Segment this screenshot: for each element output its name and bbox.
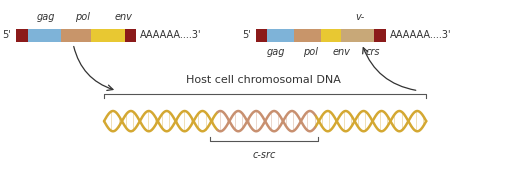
Text: Host cell chromosomal DNA: Host cell chromosomal DNA — [186, 75, 342, 85]
Bar — [267, 29, 294, 42]
Text: pol: pol — [75, 12, 90, 22]
Bar — [340, 29, 374, 42]
Text: c-src: c-src — [252, 150, 276, 160]
Text: AAAAAA....3': AAAAAA....3' — [140, 30, 202, 40]
Text: crs: crs — [366, 47, 380, 57]
Bar — [124, 29, 136, 42]
Bar — [91, 29, 124, 42]
Text: 5': 5' — [242, 30, 251, 40]
Bar — [61, 29, 91, 42]
Bar — [374, 29, 385, 42]
Bar — [256, 29, 267, 42]
Text: v-: v- — [355, 12, 365, 22]
Bar — [16, 29, 28, 42]
Text: gag: gag — [37, 12, 55, 22]
Bar — [321, 29, 340, 42]
Bar — [28, 29, 61, 42]
Text: env: env — [115, 12, 132, 22]
Text: gag: gag — [267, 47, 286, 57]
Text: env: env — [333, 47, 350, 57]
Text: pol: pol — [303, 47, 318, 57]
Bar — [294, 29, 321, 42]
Text: AAAAAA....3': AAAAAA....3' — [390, 30, 451, 40]
Text: 5': 5' — [3, 30, 11, 40]
